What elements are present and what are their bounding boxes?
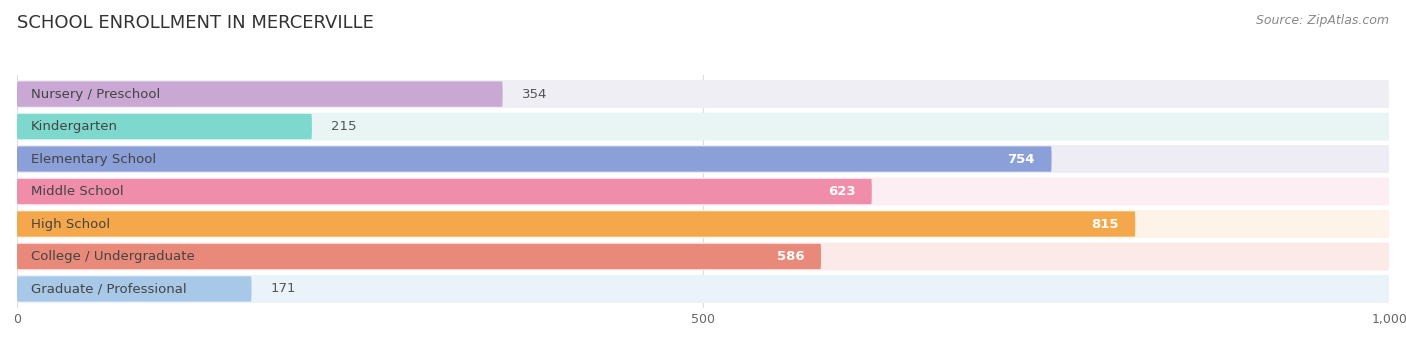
FancyBboxPatch shape — [17, 211, 1135, 237]
Text: SCHOOL ENROLLMENT IN MERCERVILLE: SCHOOL ENROLLMENT IN MERCERVILLE — [17, 14, 374, 32]
FancyBboxPatch shape — [17, 179, 872, 204]
Text: Middle School: Middle School — [31, 185, 124, 198]
Text: Source: ZipAtlas.com: Source: ZipAtlas.com — [1256, 14, 1389, 27]
FancyBboxPatch shape — [17, 113, 1389, 141]
FancyBboxPatch shape — [17, 146, 1052, 172]
FancyBboxPatch shape — [17, 80, 1389, 108]
FancyBboxPatch shape — [17, 275, 1389, 303]
FancyBboxPatch shape — [17, 114, 312, 139]
Text: 754: 754 — [1008, 153, 1035, 166]
Text: 815: 815 — [1091, 218, 1119, 231]
Text: 623: 623 — [828, 185, 855, 198]
Text: Graduate / Professional: Graduate / Professional — [31, 282, 186, 295]
Text: 215: 215 — [332, 120, 357, 133]
FancyBboxPatch shape — [17, 276, 252, 302]
Text: High School: High School — [31, 218, 110, 231]
FancyBboxPatch shape — [17, 210, 1389, 238]
Text: 586: 586 — [778, 250, 804, 263]
Text: Elementary School: Elementary School — [31, 153, 156, 166]
FancyBboxPatch shape — [17, 145, 1389, 173]
Text: College / Undergraduate: College / Undergraduate — [31, 250, 194, 263]
FancyBboxPatch shape — [17, 242, 1389, 271]
Text: Nursery / Preschool: Nursery / Preschool — [31, 88, 160, 101]
Text: 171: 171 — [271, 282, 297, 295]
Text: 354: 354 — [522, 88, 547, 101]
FancyBboxPatch shape — [17, 81, 503, 107]
Text: Kindergarten: Kindergarten — [31, 120, 118, 133]
FancyBboxPatch shape — [17, 244, 821, 269]
FancyBboxPatch shape — [17, 177, 1389, 206]
